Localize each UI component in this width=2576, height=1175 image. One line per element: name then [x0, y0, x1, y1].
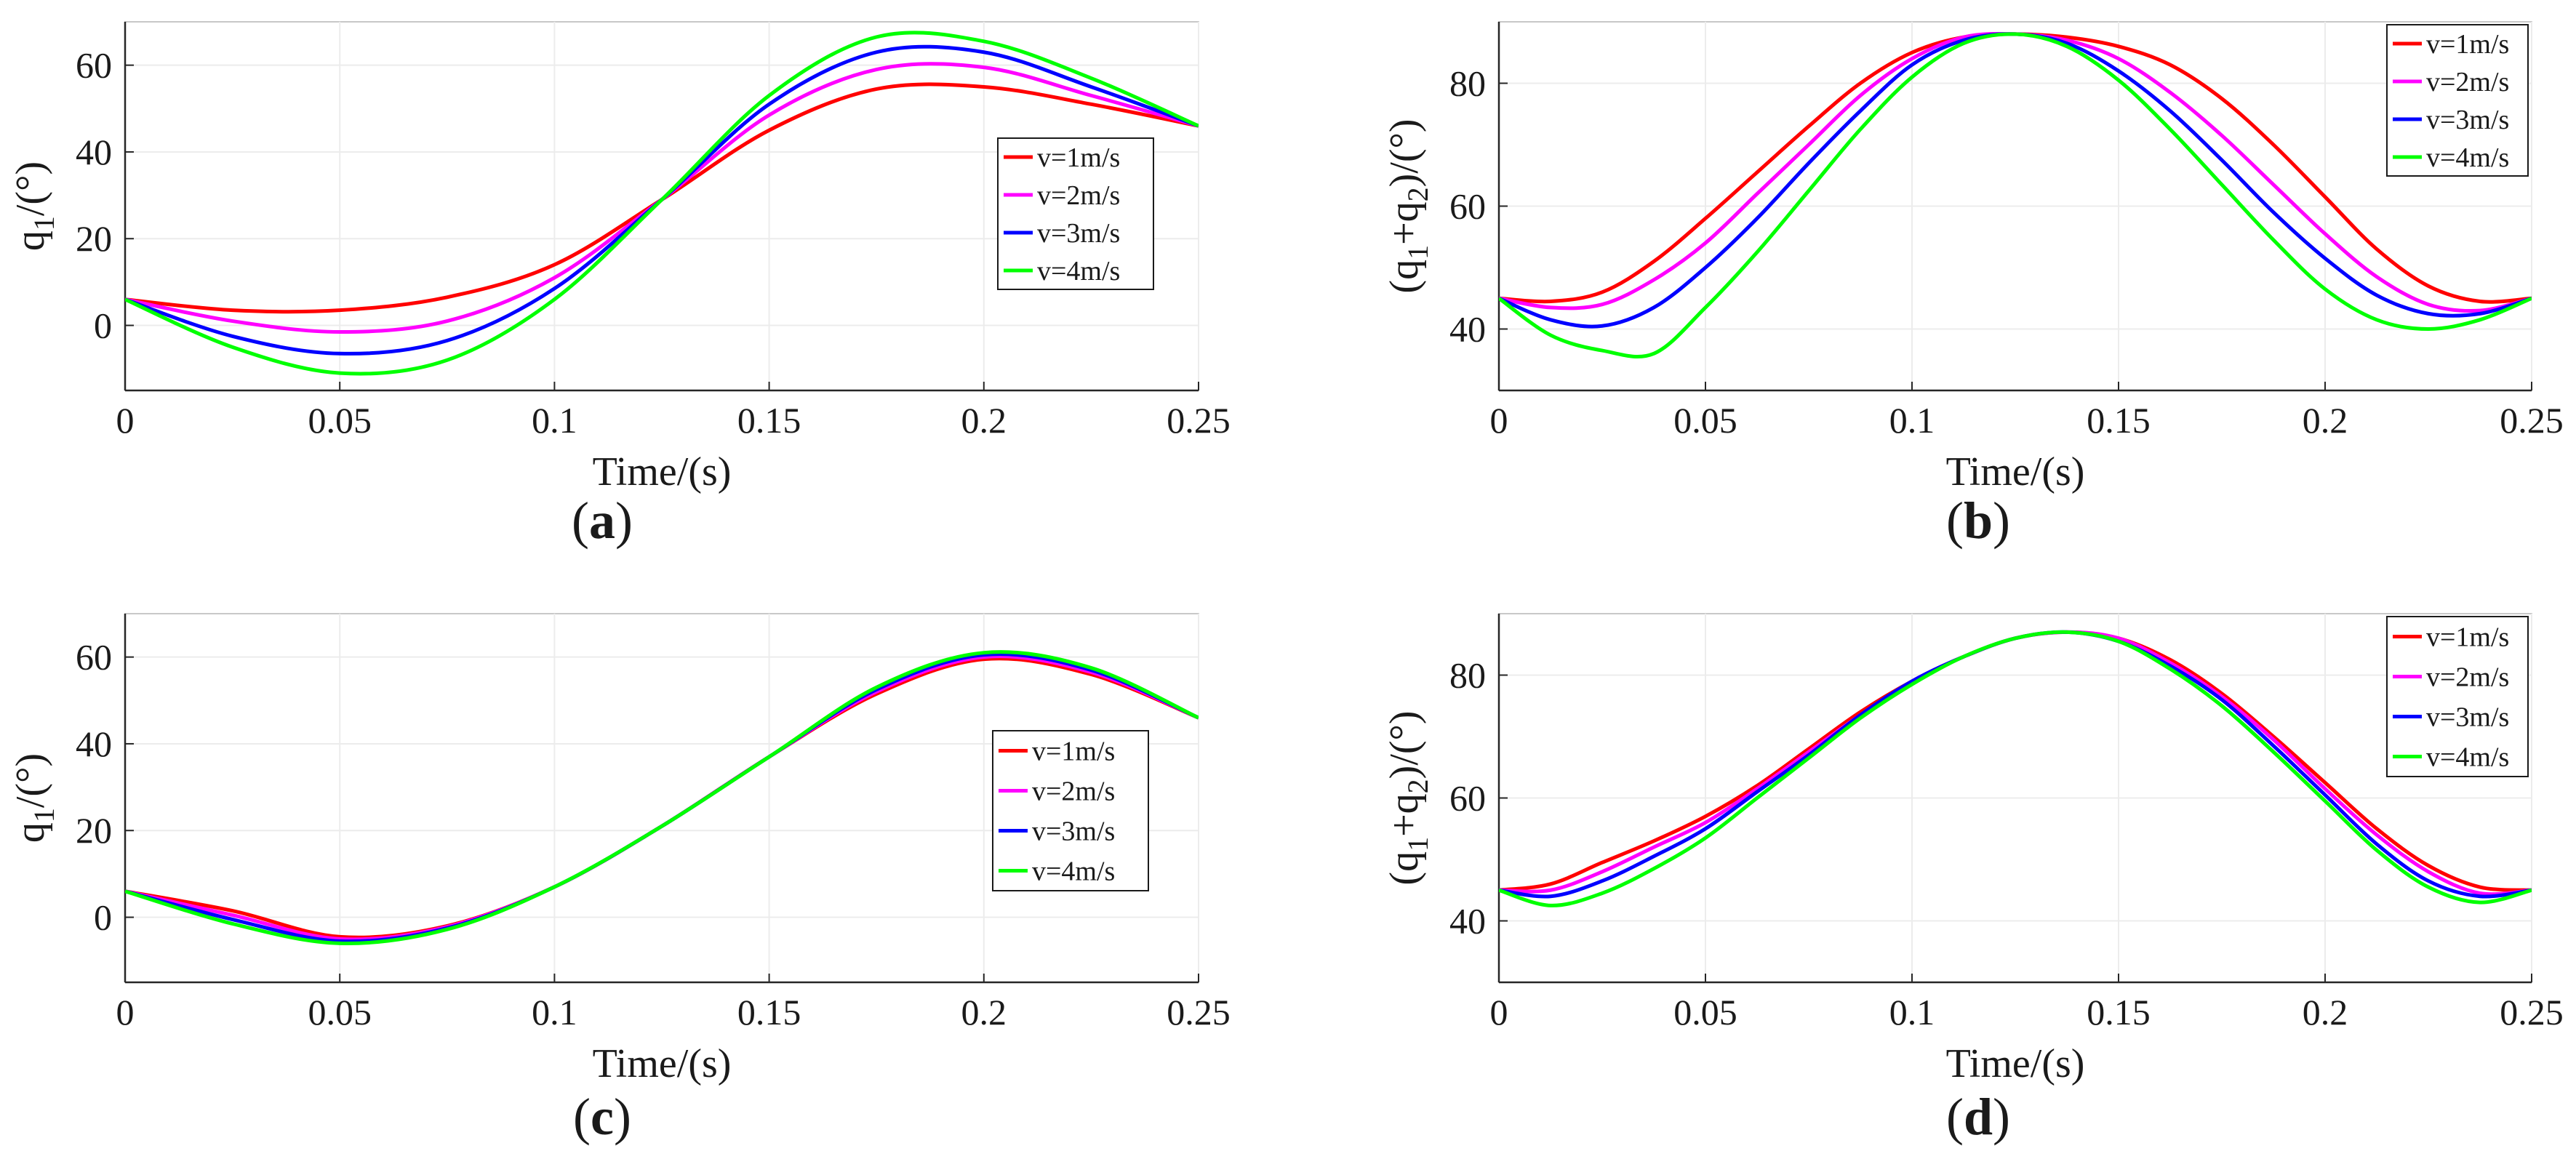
panel-b: 0 0.05 0.1 0.15 0.2 0.25 40 60 80 Time/(s) (q1+q2)… — [1382, 21, 2564, 550]
legend-a: v=1m/s v=2m/s v=3m/s v=4m/s — [997, 137, 1154, 290]
legend-entry: v=3m/s — [2426, 702, 2509, 733]
y-tick-label: 60 — [1449, 778, 1486, 819]
series-line-v=4m/s — [125, 31, 1199, 376]
x-tick-label: 0.1 — [532, 992, 577, 1032]
series-line-v=4m/s — [1499, 630, 2532, 907]
legend-entry: v=2m/s — [2426, 67, 2509, 97]
x-axis-label: Time/(s) — [1946, 449, 2085, 494]
legend-entry: v=2m/s — [2426, 662, 2509, 693]
x-axis-label: Time/(s) — [1946, 1041, 2085, 1086]
x-tick-label: 0.25 — [1167, 992, 1231, 1032]
x-tick-label: 0.1 — [1889, 400, 1935, 441]
y-axis-label: q1/(°) — [8, 161, 60, 251]
y-tick-label: 40 — [1449, 309, 1486, 350]
x-tick-label: 0.1 — [532, 400, 577, 441]
y-tick-label: 40 — [1449, 901, 1486, 942]
panel-label-a: (a) — [572, 492, 633, 550]
x-tick-label: 0.05 — [1673, 992, 1737, 1032]
y-axis-label: (q1+q2)/(°) — [1382, 710, 1434, 885]
panel-label-d: (d) — [1946, 1088, 2010, 1146]
x-tick-label: 0.25 — [2500, 992, 2564, 1032]
x-tick-label: 0.2 — [2303, 992, 2348, 1032]
legend-box — [997, 137, 1154, 290]
x-tick-label: 0.2 — [2303, 400, 2348, 441]
legend-box — [992, 730, 1149, 891]
legend-entry: v=4m/s — [1032, 857, 1115, 887]
x-tick-label: 0 — [1490, 992, 1508, 1032]
x-tick-label: 0.25 — [2500, 400, 2564, 441]
x-tick-label: 0 — [1490, 400, 1508, 441]
legend-entry: v=1m/s — [1032, 737, 1115, 767]
x-axis-label: Time/(s) — [593, 449, 732, 494]
x-tick-label: 0.05 — [308, 400, 372, 441]
y-tick-label: 60 — [1449, 186, 1486, 227]
series-group — [125, 650, 1199, 945]
legend-entry: v=1m/s — [2426, 622, 2509, 653]
x-axis-label: Time/(s) — [593, 1041, 732, 1086]
legend-entry: v=1m/s — [2426, 29, 2509, 60]
series-group — [1499, 31, 2532, 359]
x-tick-label: 0.2 — [961, 400, 1007, 441]
y-tick-label: 0 — [94, 897, 112, 938]
panel-d: 0 0.05 0.1 0.15 0.2 0.25 40 60 80 Time/(s) (q1+q2)… — [1382, 613, 2564, 1146]
x-tick-label: 0 — [116, 992, 135, 1032]
legend-entry: v=3m/s — [1037, 218, 1120, 249]
legend-entry: v=3m/s — [1032, 817, 1115, 847]
series-line-v=4m/s — [1499, 32, 2532, 359]
y-tick-label: 60 — [76, 637, 112, 678]
x-tick-label: 0.25 — [1167, 400, 1231, 441]
y-axis-label: q1/(°) — [8, 753, 60, 843]
legend-entry: v=2m/s — [1037, 180, 1120, 211]
y-tick-label: 40 — [76, 132, 112, 172]
series-line-v=4m/s — [125, 650, 1199, 945]
legend-entry: v=2m/s — [1032, 777, 1115, 807]
legend-entry: v=4m/s — [2426, 742, 2509, 773]
y-axis-label: (q1+q2)/(°) — [1382, 119, 1434, 293]
x-tick-label: 0.15 — [2087, 992, 2151, 1032]
x-tick-label: 0.05 — [308, 992, 372, 1032]
x-tick-label: 0.15 — [737, 992, 801, 1032]
legend-d: v=1m/s v=2m/s v=3m/s v=4m/s — [2386, 616, 2529, 777]
y-tick-label: 40 — [76, 723, 112, 764]
legend-c: v=1m/s v=2m/s v=3m/s v=4m/s — [992, 730, 1149, 891]
legend-box — [2386, 616, 2529, 777]
legend-entry: v=4m/s — [2426, 143, 2509, 173]
x-tick-label: 0.1 — [1889, 992, 1935, 1032]
y-tick-label: 20 — [76, 218, 112, 259]
legend-entry: v=4m/s — [1037, 256, 1120, 286]
panel-a: 0 0.05 0.1 0.15 0.2 0.25 0 20 40 60 Time/(s) q1/(°)… — [8, 21, 1231, 550]
y-tick-label: 60 — [76, 45, 112, 86]
panel-c: 0 0.05 0.1 0.15 0.2 0.25 0 20 40 60 Time/(s) q1/(°)… — [8, 613, 1231, 1146]
x-tick-label: 0.2 — [961, 992, 1007, 1032]
x-tick-label: 0.15 — [737, 400, 801, 441]
series-group — [1499, 630, 2532, 907]
y-tick-label: 80 — [1449, 655, 1486, 696]
x-tick-label: 0 — [116, 400, 135, 441]
y-tick-label: 0 — [94, 305, 112, 346]
series-group — [125, 31, 1199, 376]
x-tick-label: 0.05 — [1673, 400, 1737, 441]
y-tick-label: 80 — [1449, 63, 1486, 104]
legend-box — [2386, 24, 2529, 177]
panel-label-c: (c) — [573, 1088, 631, 1146]
legend-entry: v=1m/s — [1037, 143, 1120, 173]
x-tick-label: 0.15 — [2087, 400, 2151, 441]
legend-entry: v=3m/s — [2426, 105, 2509, 135]
panel-label-b: (b) — [1946, 492, 2010, 550]
legend-b: v=1m/s v=2m/s v=3m/s v=4m/s — [2386, 24, 2529, 177]
y-tick-label: 20 — [76, 810, 112, 851]
